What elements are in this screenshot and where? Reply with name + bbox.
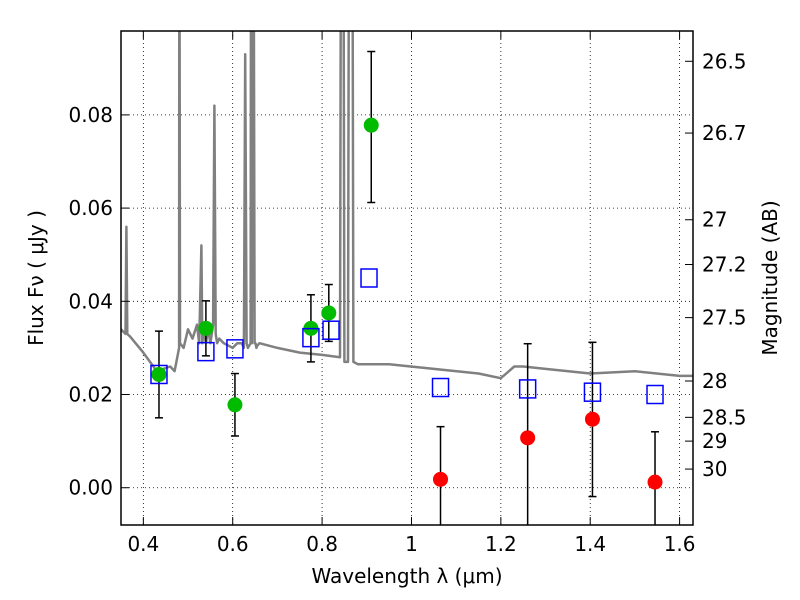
x-tick-label: 1: [405, 532, 418, 556]
y-tick-label: 0.00: [68, 476, 113, 500]
green-data-point: [198, 320, 214, 336]
right-tick-label: 26.5: [702, 49, 747, 73]
right-axis-label: Magnitude (AB): [758, 200, 782, 355]
blue-square-point: [360, 268, 378, 288]
right-tick-label: 28.5: [702, 405, 747, 429]
y-tick-label: 0.04: [68, 289, 113, 313]
x-tick-label: 1.4: [574, 532, 606, 556]
blue-square-point: [322, 320, 340, 340]
axis-ticks: 0.4 0.6 0.8 1 1.2 1.4 1.6 0.00 0.02 0.04 0.06 0.08 2…: [68, 31, 747, 556]
right-tick-label: 27.2: [702, 252, 747, 276]
spectrum-line: [121, 31, 693, 380]
marker-layer: [150, 117, 664, 490]
red-data-point: [647, 474, 663, 490]
red-data-point: [433, 471, 449, 487]
green-data-point: [227, 397, 243, 413]
y-tick-label: 0.02: [68, 383, 113, 407]
x-tick-label: 0.8: [306, 532, 338, 556]
green-data-point: [151, 366, 167, 382]
right-tick-label: 29: [702, 429, 727, 453]
x-axis-label: Wavelength λ (μm): [311, 564, 502, 588]
y-axis-label: Flux Fν ( μJy ): [24, 210, 48, 346]
blue-square-point: [646, 384, 664, 405]
x-tick-label: 1.2: [485, 532, 517, 556]
x-tick-label: 0.6: [217, 532, 249, 556]
red-data-point: [520, 430, 536, 446]
right-tick-label: 30: [702, 457, 727, 481]
right-tick-label: 26.7: [702, 121, 747, 145]
green-data-point: [363, 117, 379, 133]
x-tick-label: 0.4: [127, 532, 159, 556]
blue-square-point: [583, 382, 602, 402]
blue-square-point: [197, 341, 215, 362]
blue-square-point: [518, 379, 537, 399]
y-tick-label: 0.08: [68, 103, 113, 127]
right-tick-label: 28: [702, 369, 727, 393]
x-tick-label: 1.6: [664, 532, 696, 556]
right-tick-label: 27.5: [702, 306, 747, 330]
right-tick-label: 27: [702, 208, 727, 232]
y-tick-label: 0.06: [68, 196, 113, 220]
red-data-point: [584, 411, 600, 427]
blue-square-point: [302, 327, 320, 348]
blue-square-point: [150, 364, 168, 385]
grid: [121, 31, 693, 525]
green-data-point: [321, 305, 337, 321]
blue-square-point: [226, 339, 244, 359]
plot-frame: [120, 30, 694, 526]
spectrum-layer: [121, 31, 693, 380]
blue-square-point: [431, 377, 450, 398]
